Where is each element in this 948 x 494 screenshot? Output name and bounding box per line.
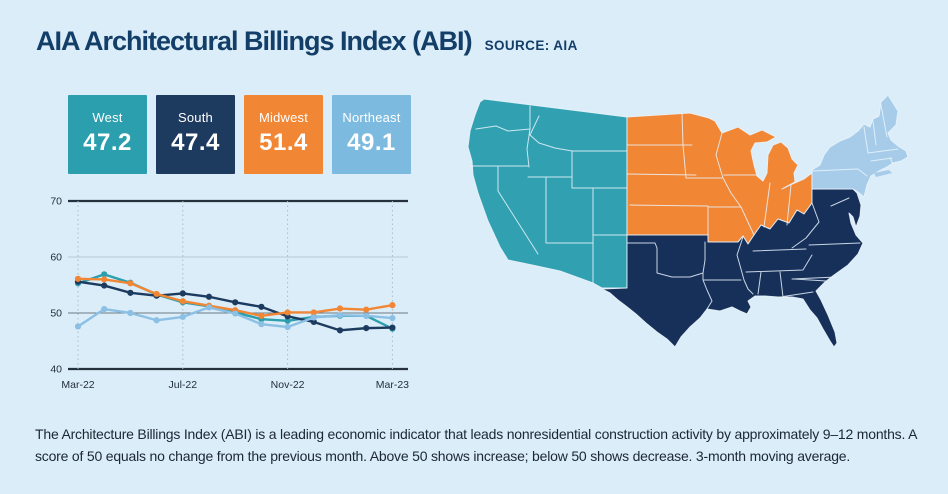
card-value: 47.2 [83, 129, 132, 156]
stat-card-midwest: Midwest 51.4 [244, 95, 323, 174]
chart-xtick-Mar-23: Mar-23 [376, 379, 409, 391]
chart-point [310, 318, 317, 326]
map-state-borders-midwest [626, 112, 792, 236]
card-value: 47.4 [171, 129, 220, 156]
chart-point [258, 312, 265, 319]
chart-point [310, 309, 317, 316]
chart-point [74, 323, 82, 330]
chart-ytick-40: 40 [50, 364, 62, 376]
chart-point [179, 290, 186, 297]
chart-point [101, 271, 108, 278]
card-region-label: Northeast [342, 110, 401, 125]
page-title: AIA Architectural Billings Index (ABI) [36, 26, 473, 56]
chart-point [363, 325, 370, 332]
stat-card-northeast: Northeast 49.1 [332, 95, 411, 174]
chart-xtick-Jul-22: Jul-22 [168, 379, 197, 391]
chart-point [336, 327, 344, 334]
chart-point [363, 312, 370, 319]
chart-point [363, 306, 370, 313]
chart-ytick-60: 60 [50, 252, 62, 264]
chart-point [284, 323, 291, 331]
map-state-borders-northeast [811, 104, 899, 177]
chart-series-south [74, 278, 396, 334]
card-region-label: Midwest [258, 110, 309, 125]
map-region-west [467, 98, 628, 289]
abi-line-chart-container: 40 50 60 70 Mar-22 Jul-22 Nov-22 Mar-23 [40, 185, 440, 400]
chart-point [336, 305, 344, 312]
stat-card-west: West 47.2 [68, 95, 147, 174]
chart-ytick-50: 50 [50, 308, 62, 320]
chart-point [232, 299, 239, 306]
chart-point [389, 314, 396, 322]
chart-series-northeast [74, 304, 396, 331]
source-label: SOURCE: AIA [484, 38, 578, 53]
map-state-borders-west [468, 105, 628, 284]
chart-point [101, 276, 108, 283]
map-region-south [601, 188, 864, 348]
chart-point [153, 317, 160, 324]
chart-point [389, 324, 396, 331]
chart-point [284, 309, 291, 316]
chart-point [258, 303, 265, 310]
chart-point [205, 304, 213, 311]
card-region-label: South [178, 110, 213, 125]
us-region-map [467, 94, 909, 348]
chart-point [258, 321, 265, 328]
card-value: 51.4 [259, 129, 308, 156]
stat-card-south: South 47.4 [156, 95, 235, 174]
chart-ytick-70: 70 [50, 196, 62, 208]
chart-xtick-Nov-22: Nov-22 [271, 379, 305, 391]
chart-point [310, 314, 317, 321]
map-state-borders-south [626, 197, 861, 310]
footnote-text: The Architecture Billings Index (ABI) is… [35, 426, 917, 464]
chart-xtick-Mar-22: Mar-22 [61, 379, 94, 391]
chart-point [336, 312, 344, 319]
map-region-northeast [811, 94, 909, 198]
chart-point [101, 305, 108, 313]
chart-point [205, 293, 213, 300]
chart-point [101, 282, 108, 289]
abi-line-chart: 40 50 60 70 Mar-22 Jul-22 Nov-22 Mar-23 [50, 196, 409, 392]
chart-point [127, 280, 134, 287]
chart-point [127, 309, 134, 317]
chart-point [127, 289, 134, 296]
card-value: 49.1 [347, 129, 396, 156]
card-region-label: West [92, 110, 123, 125]
chart-point [179, 298, 186, 305]
chart-point [153, 290, 160, 298]
us-region-map-container [460, 85, 940, 405]
chart-point [179, 313, 186, 321]
map-long-island [874, 170, 892, 177]
chart-point [284, 317, 291, 324]
chart-point [232, 310, 239, 317]
chart-point [74, 275, 82, 282]
chart-point [389, 302, 396, 309]
header: AIA Architectural Billings Index (ABI) S… [36, 26, 578, 57]
